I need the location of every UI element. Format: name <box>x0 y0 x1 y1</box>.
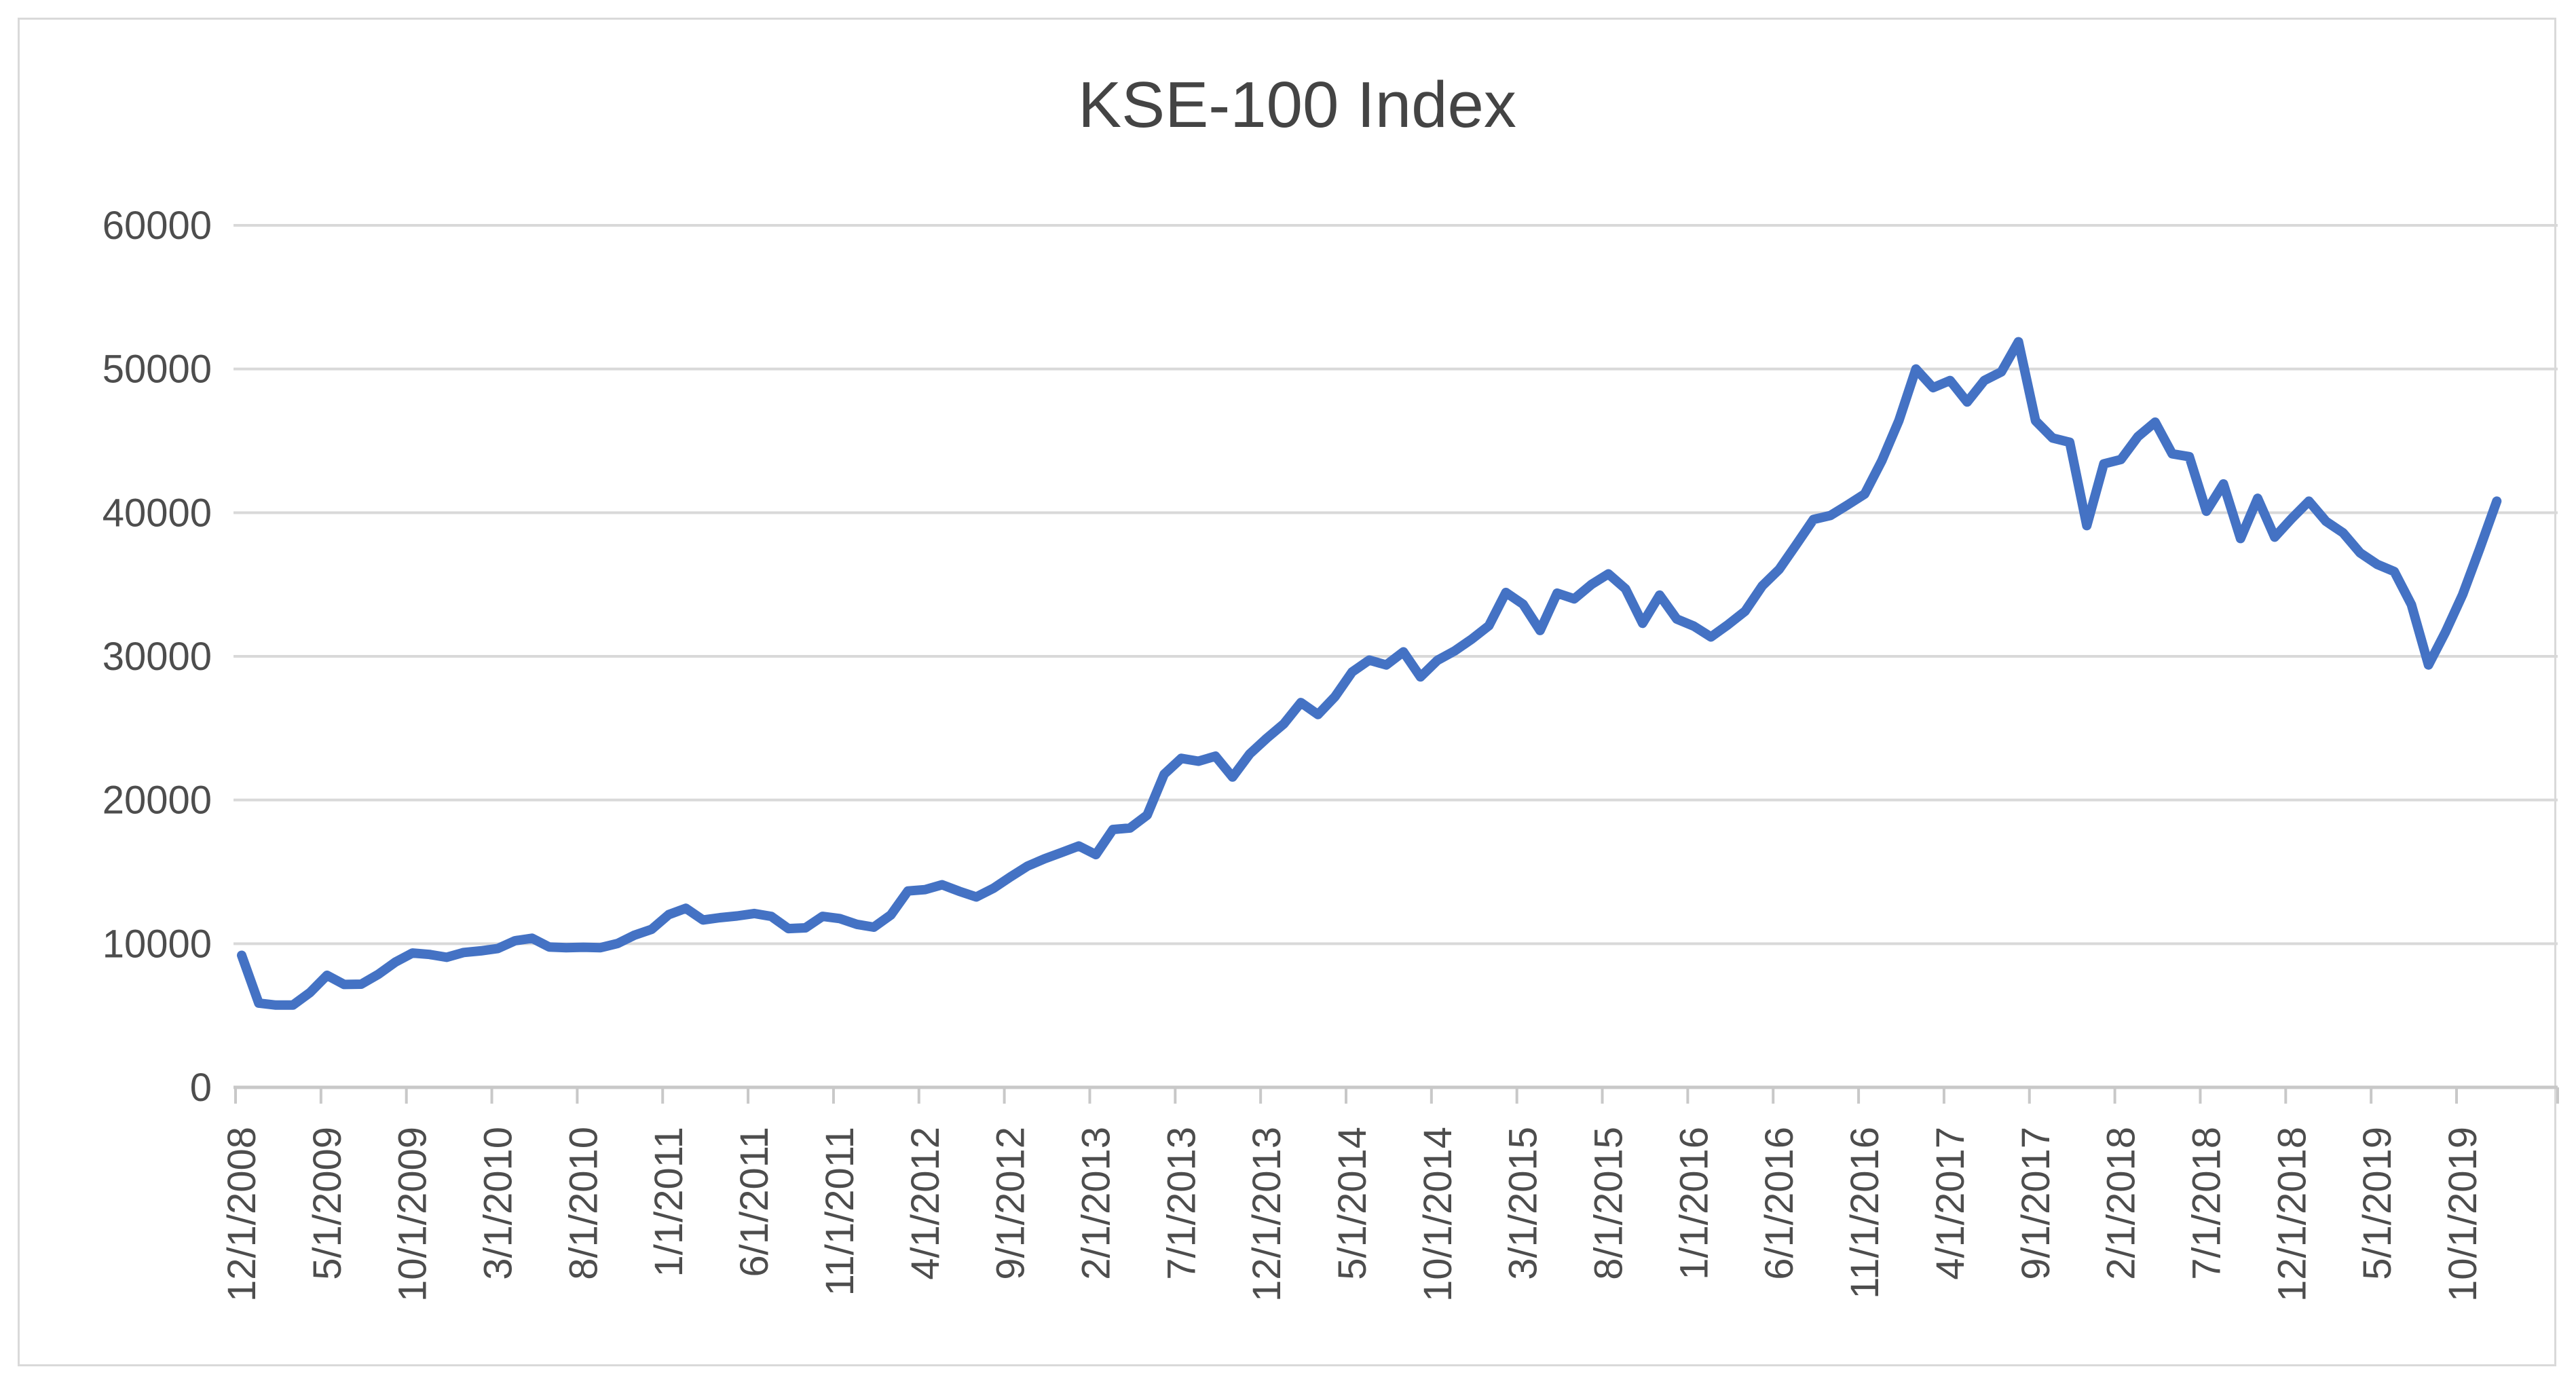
x-axis-label: 3/1/2010 <box>477 1127 521 1280</box>
y-axis-label: 20000 <box>102 779 212 823</box>
x-axis-label: 11/1/2016 <box>1843 1127 1887 1299</box>
x-axis-label: 12/1/2018 <box>2270 1127 2314 1302</box>
chart-title: KSE-100 Index <box>1078 69 1516 141</box>
x-axis-label: 9/1/2012 <box>989 1127 1033 1280</box>
y-axis-label: 50000 <box>102 348 212 392</box>
y-axis-label: 60000 <box>102 204 212 248</box>
y-axis-label: 30000 <box>102 635 212 679</box>
x-axis-label: 3/1/2015 <box>1501 1127 1546 1280</box>
x-axis-label: 1/1/2016 <box>1672 1127 1716 1280</box>
x-axis-label: 12/1/2008 <box>220 1127 264 1302</box>
x-axis-label: 12/1/2013 <box>1245 1127 1289 1302</box>
x-axis-label: 10/1/2014 <box>1416 1127 1460 1302</box>
x-axis-label: 10/1/2019 <box>2441 1127 2485 1302</box>
x-axis-label: 5/1/2009 <box>305 1127 350 1280</box>
y-axis-label: 40000 <box>102 491 212 535</box>
x-axis-label: 2/1/2013 <box>1074 1127 1118 1280</box>
y-axis-label: 0 <box>190 1066 212 1110</box>
x-axis-label: 2/1/2018 <box>2099 1127 2144 1280</box>
x-axis-label: 1/1/2011 <box>647 1127 691 1277</box>
x-axis-label: 8/1/2010 <box>561 1127 605 1280</box>
x-axis-label: 7/1/2018 <box>2184 1127 2228 1280</box>
x-axis-label: 4/1/2012 <box>903 1127 948 1280</box>
x-axis-label: 10/1/2009 <box>391 1127 435 1302</box>
x-axis-label: 5/1/2019 <box>2355 1127 2400 1280</box>
x-axis-label: 6/1/2011 <box>732 1127 777 1277</box>
x-axis-label: 7/1/2013 <box>1159 1127 1203 1280</box>
y-axis-label: 10000 <box>102 922 212 966</box>
x-axis-label: 6/1/2016 <box>1757 1127 1802 1280</box>
x-axis-label: 11/1/2011 <box>818 1127 862 1296</box>
kse100-series-line <box>237 337 2502 1010</box>
x-axis-label: 5/1/2014 <box>1330 1127 1375 1280</box>
x-axis-label: 4/1/2017 <box>1928 1127 1973 1280</box>
x-axis-label: 8/1/2015 <box>1587 1127 1631 1280</box>
x-axis-label: 9/1/2017 <box>2014 1127 2058 1280</box>
